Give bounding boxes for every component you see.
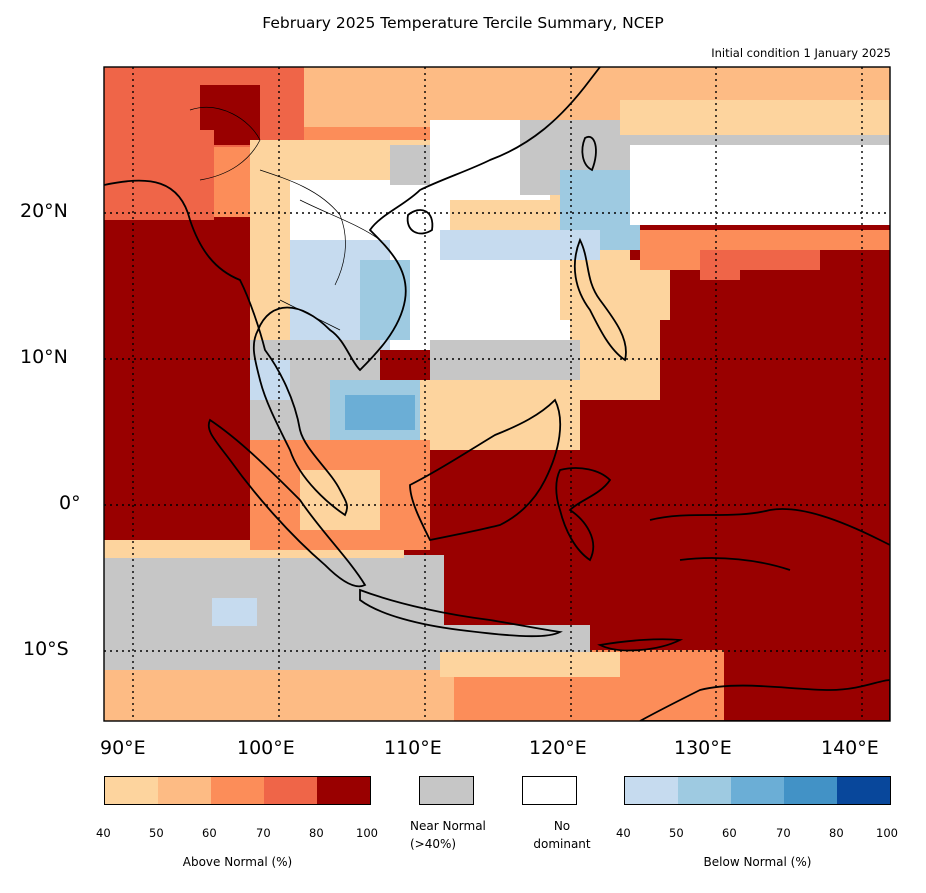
above-seg-60	[211, 777, 264, 804]
colorbar-above-normal	[104, 776, 371, 805]
below-tick-80: 80	[829, 826, 844, 840]
lat-label-10s: 10°S	[23, 638, 69, 660]
gridlines	[104, 67, 890, 721]
above-tick-100: 100	[356, 826, 378, 840]
lat-label-0: 0°	[59, 492, 81, 514]
lon-label-110e: 110°E	[384, 737, 442, 759]
above-tick-70: 70	[256, 826, 271, 840]
lon-label-100e: 100°E	[237, 737, 295, 759]
above-seg-70	[264, 777, 317, 804]
below-seg-70	[784, 777, 837, 804]
sumatra-light	[300, 470, 380, 530]
colorbar-below-normal	[624, 776, 891, 805]
above-seg-40	[105, 777, 158, 804]
above-tick-60: 60	[202, 826, 217, 840]
coast-sulawesi	[555, 467, 612, 562]
lon-label-140e: 140°E	[821, 737, 879, 759]
lat-label-20n: 20°N	[20, 200, 68, 222]
above-seg-80	[317, 777, 370, 804]
below-seg-60	[731, 777, 784, 804]
coast-indochina	[104, 67, 601, 517]
pac-far-dark	[820, 250, 890, 280]
above-normal-title: Above Normal (%)	[182, 855, 293, 869]
below-seg-40	[625, 777, 678, 804]
coast-philippines	[573, 237, 627, 362]
nwpac-white	[630, 145, 890, 225]
coast-newguinea	[639, 679, 890, 721]
lon-label-130e: 130°E	[674, 737, 732, 759]
below-seg-50	[678, 777, 731, 804]
vietnam-blue	[360, 260, 410, 340]
bay-of-bengal-red	[104, 130, 214, 220]
lon-label-120e: 120°E	[529, 737, 587, 759]
coast-hainan	[406, 209, 434, 235]
below-normal-title: Below Normal (%)	[703, 855, 812, 869]
map-subtitle: Initial condition 1 January 2025	[711, 46, 891, 60]
scs-mid-white	[430, 260, 570, 340]
south-band-light	[104, 670, 454, 721]
coast-east-indonesia	[649, 508, 890, 571]
above-seg-50	[158, 777, 211, 804]
mindanao-light	[580, 320, 660, 400]
sw-blue-patch	[212, 598, 257, 626]
map-title: February 2025 Temperature Tercile Summar…	[262, 14, 664, 32]
coastlines	[104, 67, 890, 721]
below-seg-80	[837, 777, 890, 804]
colorbar-near-normal	[419, 776, 474, 805]
above-tick-50: 50	[149, 826, 164, 840]
below-tick-100: 100	[876, 826, 898, 840]
nwpac-light	[620, 100, 890, 135]
below-tick-70: 70	[776, 826, 791, 840]
below-tick-50: 50	[669, 826, 684, 840]
coast-taiwan	[581, 135, 597, 172]
coast-borneo	[409, 398, 562, 542]
natuna-blue-dark	[345, 395, 415, 430]
below-tick-60: 60	[722, 826, 737, 840]
coast-sumatra	[207, 418, 367, 588]
below-tick-40: 40	[616, 826, 631, 840]
coast-java	[359, 588, 563, 638]
country-borders	[189, 107, 381, 331]
borneo-north-light	[420, 380, 580, 450]
coast-timor	[597, 638, 684, 652]
above-tick-40: 40	[96, 826, 111, 840]
pac-dark	[740, 270, 890, 400]
map-frame	[103, 66, 891, 722]
lat-label-10n: 10°N	[20, 346, 68, 368]
no-dominant-title: No dominant	[533, 819, 591, 851]
above-tick-80: 80	[309, 826, 324, 840]
south-strip-light	[440, 652, 620, 677]
sw-near-normal	[104, 555, 444, 670]
colorbar-no-dominant	[522, 776, 577, 805]
lon-label-90e: 90°E	[100, 737, 146, 759]
lat20-blue	[440, 230, 600, 265]
near-normal-title: Near Normal (>40%)	[410, 819, 486, 851]
